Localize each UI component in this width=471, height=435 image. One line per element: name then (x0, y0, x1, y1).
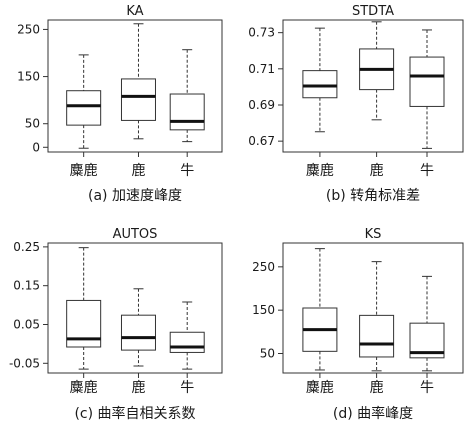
category-label: 麋鹿 (70, 162, 98, 179)
panel-caption: (a) 加速度峰度 (88, 188, 182, 204)
panel-caption: (c) 曲率自相关系数 (74, 405, 195, 422)
chart-title: KS (365, 227, 382, 242)
box-2 (359, 261, 395, 372)
y-tick-label: 0.25 (13, 240, 40, 254)
plot-frame (282, 19, 464, 153)
panel-caption: (d) 曲率峰度 (333, 405, 413, 422)
box-1 (302, 248, 338, 371)
y-tick-label: -0.05 (9, 356, 40, 370)
iqr-box (66, 90, 102, 126)
chart-title: AUTOS (113, 227, 158, 242)
iqr-box (120, 314, 156, 351)
iqr-box (359, 314, 395, 358)
category-label: 鹿 (131, 379, 145, 396)
chart-title: KA (126, 4, 143, 19)
category-label: 麋鹿 (306, 379, 334, 396)
y-tick-label: 0.67 (248, 134, 275, 148)
chart-panel-1: KA 0 50 150 250 麋鹿 鹿 牛 (a) 加速度峰度 (17, 4, 223, 204)
y-tick-label: 0 (32, 140, 40, 154)
box-1 (66, 54, 102, 149)
category-label: 牛 (180, 380, 194, 396)
y-tick-label: 250 (252, 260, 275, 274)
panel-caption: (b) 转角标准差 (326, 188, 420, 204)
y-tick-label: 150 (252, 303, 275, 317)
category-label: 麋鹿 (70, 379, 98, 396)
y-tick-label: 0.71 (248, 62, 275, 76)
plot-frame (282, 242, 464, 374)
chart-title: STDTA (352, 4, 394, 19)
y-tick-label: 0.05 (13, 317, 40, 331)
category-label: 麋鹿 (306, 162, 334, 179)
iqr-box (120, 78, 156, 121)
iqr-box (409, 56, 445, 107)
box-3 (169, 301, 205, 370)
category-label: 鹿 (370, 379, 384, 396)
box-1 (66, 247, 102, 370)
box-2 (359, 21, 395, 121)
y-tick-label: 50 (25, 117, 40, 131)
box-1 (302, 27, 338, 133)
category-label: 鹿 (370, 162, 384, 179)
chart-panel-2: STDTA 0.67 0.69 0.71 0.73 麋鹿 鹿 牛(b) 转角标准差 (248, 4, 464, 204)
y-tick-label: 0.15 (13, 279, 40, 293)
y-tick-label: 0.69 (248, 98, 275, 112)
category-label: 鹿 (131, 162, 145, 179)
category-label: 牛 (420, 163, 434, 179)
y-tick-label: 50 (260, 347, 275, 361)
y-tick-label: 0.73 (248, 26, 275, 40)
category-label: 牛 (180, 163, 194, 179)
plot-frame (47, 242, 223, 374)
plot-frame (47, 19, 223, 153)
box-3 (409, 29, 445, 149)
box-2 (120, 23, 156, 140)
y-tick-label: 250 (17, 22, 40, 36)
y-tick-label: 150 (17, 70, 40, 84)
box-3 (409, 275, 445, 372)
iqr-box (169, 331, 205, 353)
box-3 (169, 49, 205, 143)
chart-panel-4: KS 50 150 250 麋鹿 鹿 牛 (d) 曲率峰度 (252, 227, 464, 422)
box-2 (120, 288, 156, 367)
iqr-box (302, 70, 338, 99)
category-label: 牛 (420, 380, 434, 396)
iqr-box (169, 93, 205, 131)
chart-panel-3: AUTOS -0.05 0.05 0.15 0.25 麋鹿 鹿 牛 (c) 曲率自相关系数 (9, 227, 223, 422)
